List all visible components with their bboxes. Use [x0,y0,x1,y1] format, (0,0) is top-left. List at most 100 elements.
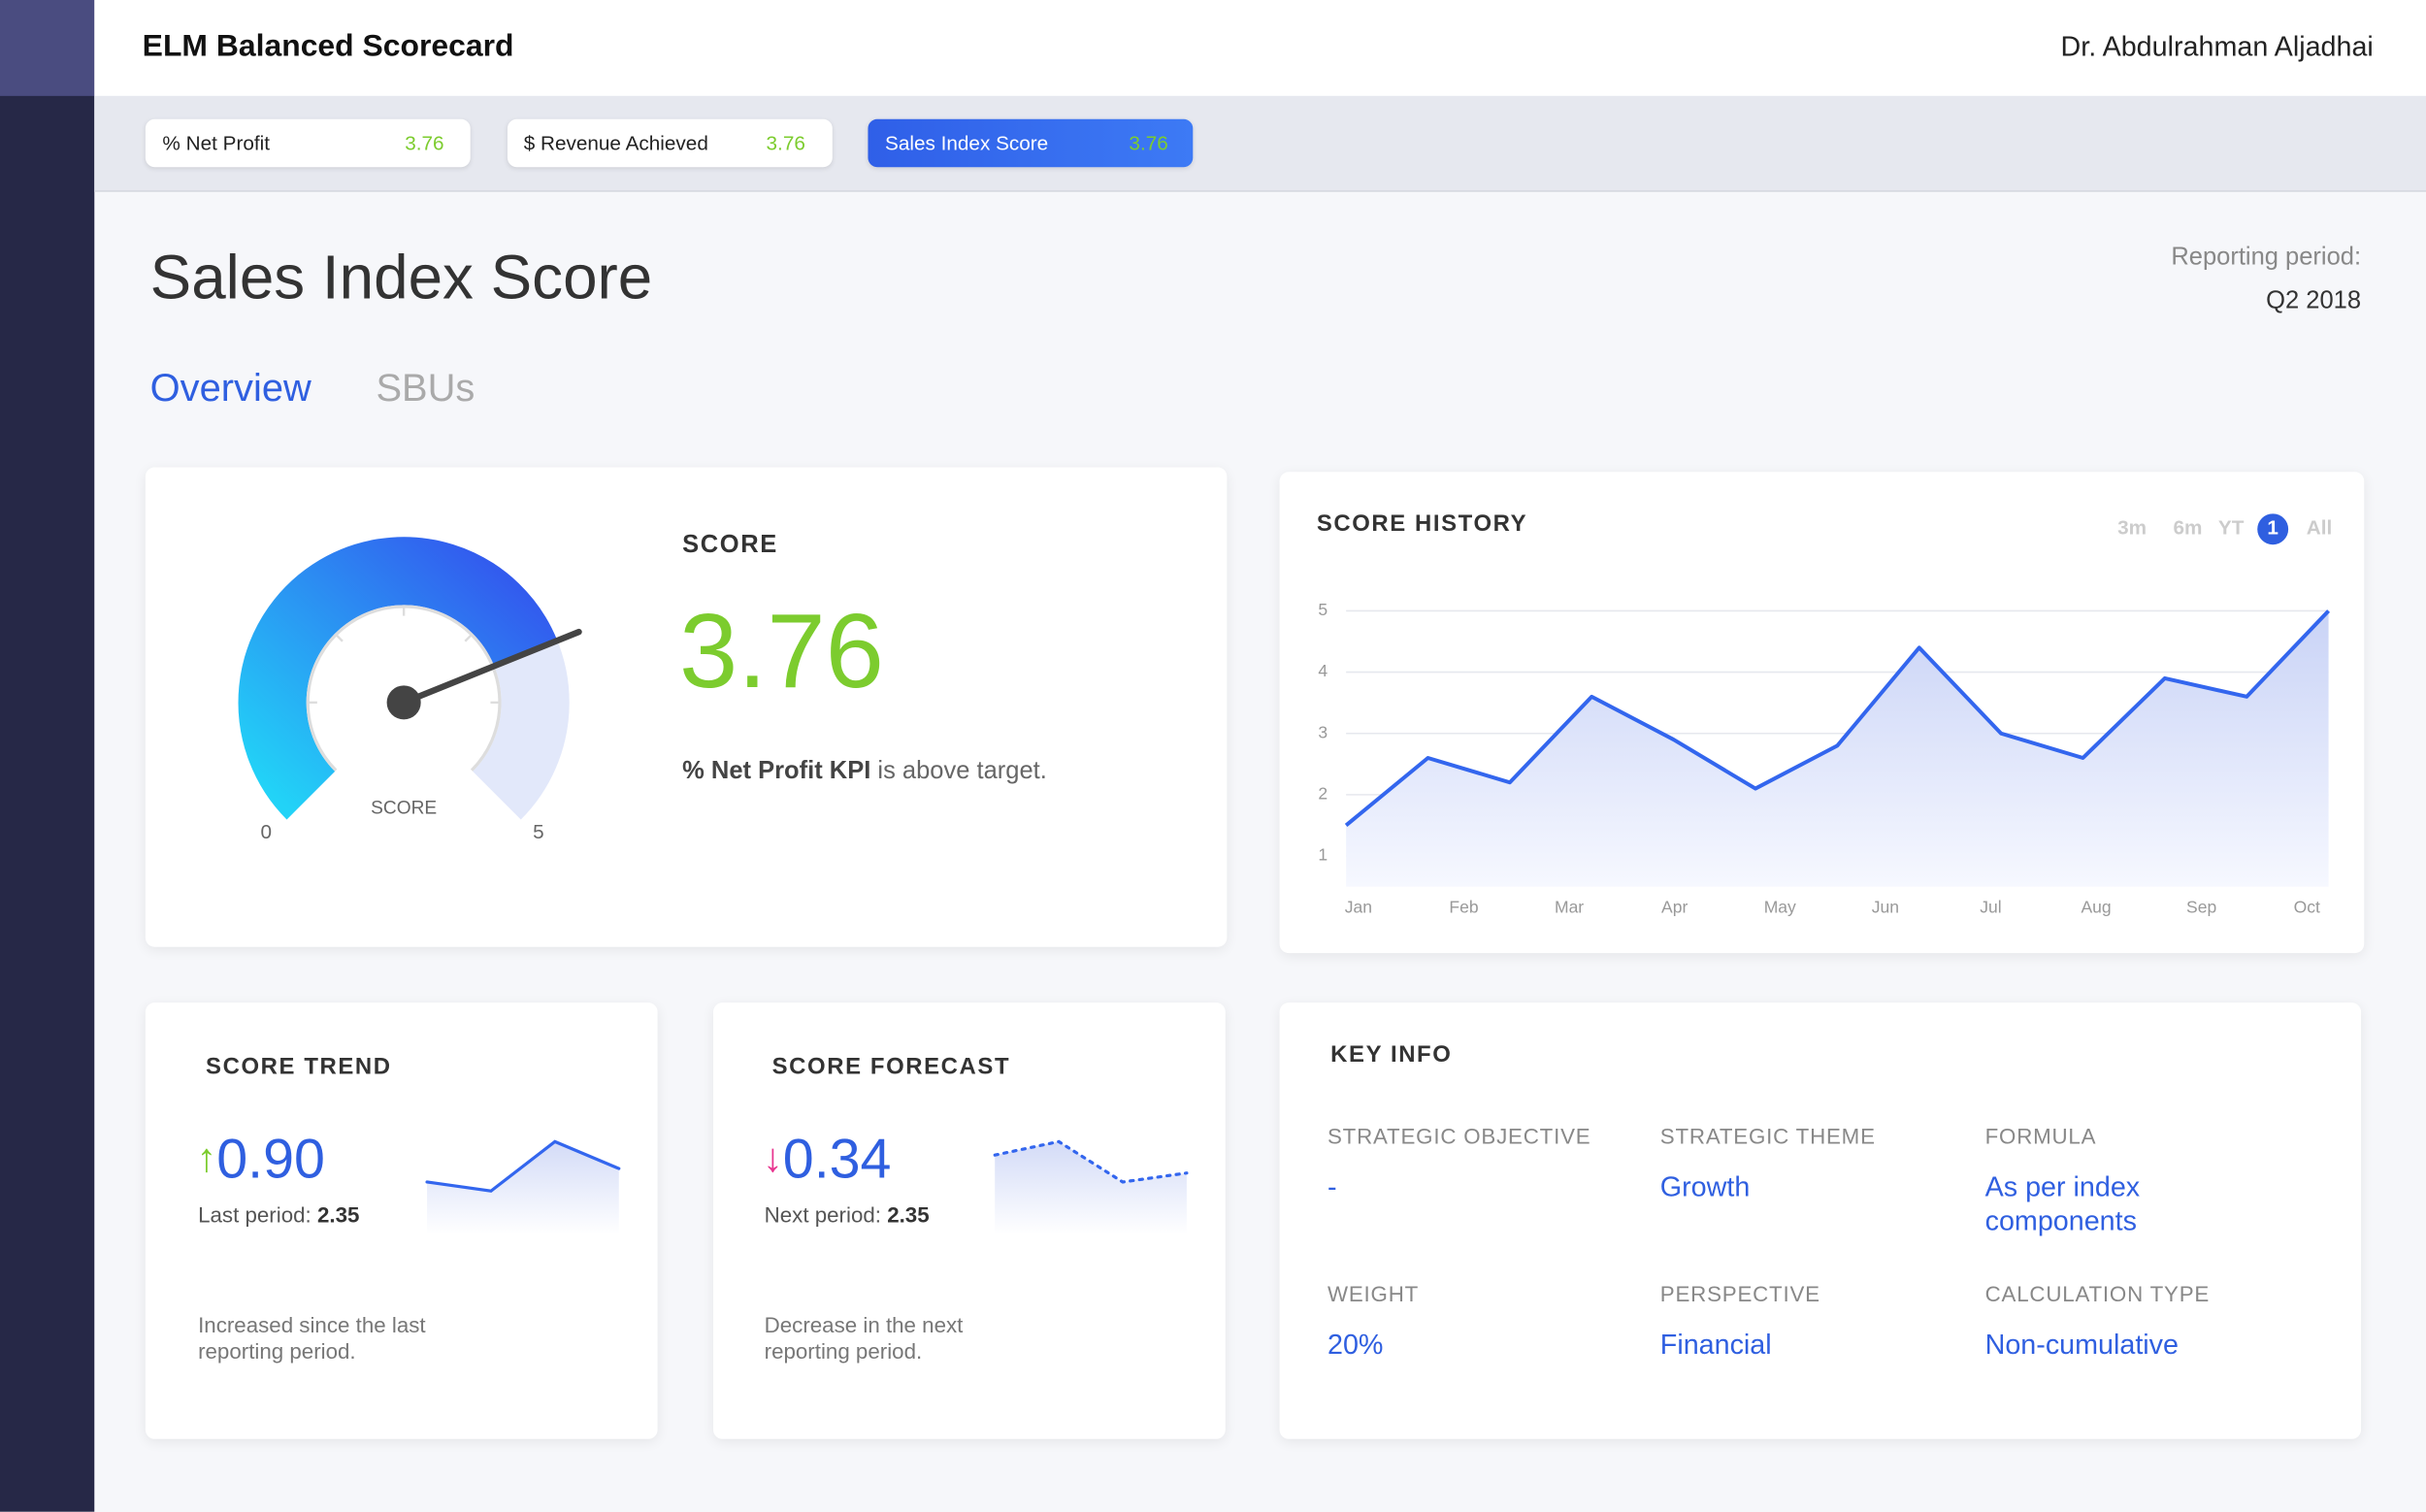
sparkline [425,1139,621,1235]
gauge-tick [464,634,473,642]
kpi-label: Sales Index Score [884,131,1049,155]
change-arrow: ↑ [196,1134,217,1181]
change: ↑0.90 [196,1127,324,1192]
y-tick-label: 3 [1318,722,1328,741]
x-tick-label: Jan [1345,898,1372,917]
gauge-fill [238,537,558,820]
line [1344,609,2331,827]
description: Decrease in the next reporting period. [764,1312,964,1364]
kpi-value: 3.76 [1129,131,1168,155]
x-tick-label: Feb [1449,898,1478,917]
gauge-min: 0 [260,821,272,843]
gauge-hub [386,685,421,720]
gauge-tick [335,634,344,642]
sidebar [0,0,95,1512]
logo[interactable] [0,0,95,96]
x-tick-label: Oct [2294,898,2320,917]
y-tick-label: 4 [1318,661,1328,680]
range-button[interactable]: 1 [2267,517,2278,540]
kpi-pill[interactable]: Sales Index Score 3.76 [868,118,1194,168]
kpi-value: 3.76 [766,131,805,155]
note-kpi: % Net Profit KPI [682,758,871,785]
change-value: 0.90 [216,1126,325,1191]
description: Increased since the last reporting perio… [198,1312,426,1364]
info-label: FORMULA [1984,1123,2097,1149]
chart-title: SCORE HISTORY [1317,510,1527,537]
info-label: CALCULATION TYPE [1984,1281,2211,1306]
area [1346,610,2329,887]
card-title: SCORE FORECAST [771,1053,1011,1080]
x-tick-label: May [1764,898,1796,917]
score-value: 3.76 [678,592,884,710]
x-tick-label: Apr [1661,898,1688,917]
sparkline [993,1139,1189,1235]
history-card: SCORE HISTORY 1 2 3 4 5 Jan Feb Mar Apr May Jun Jul… [1279,472,2365,954]
x-tick-label: Aug [2081,898,2111,917]
gauge-label: SCORE [371,799,437,819]
period: Last period: 2.35 [198,1202,359,1228]
sparkline-area [995,1141,1187,1235]
kpi-label: % Net Profit [162,131,270,155]
score-card: SCORE 0 5 SCORE 3.76 % Net Profit KPI is a… [145,467,1228,947]
change-value: 0.34 [782,1126,892,1191]
gauge-max: 5 [533,821,544,843]
x-tick-label: Mar [1555,898,1584,917]
sparkline-line [425,1139,621,1193]
info-value: - [1327,1170,1337,1202]
period-label: Reporting period: [2171,244,2362,272]
trend-card: SCORE TREND ↑0.90 Last period: 2.35 Increas… [145,1003,658,1439]
change: ↓0.34 [763,1127,891,1192]
sparkline-line [993,1139,1189,1184]
history-chart: SCORE HISTORY 1 2 3 4 5 Jan Feb Mar Apr May Jun Jul… [1317,510,2332,917]
page-title: Sales Index Score [149,244,653,313]
card-title: SCORE TREND [206,1053,392,1080]
kpi-label: $ Revenue Achieved [523,131,708,155]
x-tick-label: Jun [1872,898,1899,917]
period-value: 2.35 [316,1201,360,1228]
period-value: 2.35 [887,1201,930,1228]
note-text: is above target. [877,758,1047,785]
period-label: Last period: [198,1201,311,1228]
info-value: 20% [1327,1329,1384,1361]
score-label: SCORE [682,532,778,559]
score-note: % Net Profit KPI is above target. [682,758,1047,786]
info-value: Financial [1659,1329,1772,1361]
app-title: ELM Balanced Scorecard [142,29,514,64]
period-label: Next period: [764,1201,881,1228]
gauge-needle [400,628,582,707]
info-label: PERSPECTIVE [1659,1281,1820,1306]
x-tick-label: Sep [2186,898,2216,917]
period: Q2 2018 [2266,287,2362,314]
kpi-pill[interactable]: % Net Profit 3.76 [145,118,471,168]
info-value: As per index components [1984,1170,2141,1236]
y-tick-label: 1 [1318,845,1328,865]
gauge: SCORE 0 5 [238,537,582,843]
info-label: STRATEGIC THEME [1659,1123,1876,1149]
key-info-title: KEY INFO [1330,1041,1453,1068]
info-label: STRATEGIC OBJECTIVE [1327,1123,1591,1149]
change-arrow: ↓ [763,1134,783,1181]
forecast-card: SCORE FORECAST ↓0.34 Next period: 2.35 Decr… [713,1003,1226,1439]
tab[interactable]: Overview [149,366,311,411]
info-label: WEIGHT [1327,1281,1420,1306]
kpi-value: 3.76 [405,131,444,155]
range-button[interactable]: YT [2218,517,2245,540]
info-value: Growth [1659,1170,1751,1202]
range-button[interactable]: All [2307,517,2332,540]
key-info-card: KEY INFO STRATEGIC OBJECTIVE - STRATEGIC T… [1279,1003,2362,1439]
kpi-bar [94,95,2426,192]
topbar [94,0,2426,96]
tab[interactable]: SBUs [376,366,475,411]
y-tick-label: 5 [1318,600,1328,619]
range-active [2257,513,2289,545]
range-button[interactable]: 6m [2174,517,2203,540]
y-tick-label: 2 [1318,784,1328,804]
range-button[interactable]: 3m [2117,517,2147,540]
info-value: Non-cumulative [1984,1329,2180,1361]
user-name[interactable]: Dr. Abdulrahman Aljadhai [2060,30,2374,62]
kpi-pill[interactable]: $ Revenue Achieved 3.76 [507,118,832,168]
x-tick-label: Jul [1980,898,2001,917]
sparkline-area [427,1141,619,1235]
